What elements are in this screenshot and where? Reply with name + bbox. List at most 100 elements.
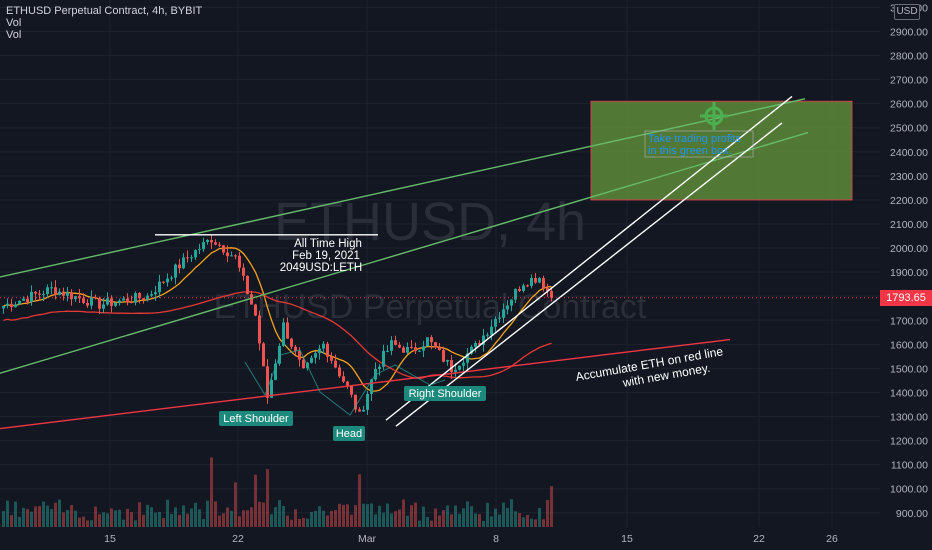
candle-body <box>318 348 321 354</box>
candle-body <box>178 264 181 269</box>
candle-body <box>478 343 481 345</box>
volume-bar <box>50 509 53 527</box>
volume-bar <box>230 510 233 527</box>
candle-body <box>158 281 161 293</box>
price-tick-label: 2900.00 <box>890 26 928 38</box>
move-handle-icon[interactable] <box>700 102 728 130</box>
candle-body <box>86 302 89 306</box>
volume-bar <box>14 501 17 527</box>
watermark-description: ETHUSD Perpetual Contract <box>214 288 647 326</box>
candle-body <box>338 367 341 377</box>
volume-bar <box>426 516 429 527</box>
volume-bar <box>414 502 417 527</box>
volume-bars <box>2 457 553 527</box>
time-tick-label: 15 <box>621 533 633 545</box>
candle-body <box>466 353 469 363</box>
volume-bar <box>186 513 189 527</box>
volume-bar <box>446 505 449 527</box>
candle-body <box>98 298 101 309</box>
volume-bar <box>274 507 277 527</box>
upper-channel-line <box>0 98 806 278</box>
volume-bar <box>482 520 485 527</box>
volume-bar <box>250 507 253 527</box>
volume-bar <box>394 511 397 527</box>
candle-body <box>398 344 401 348</box>
volume-bar <box>74 510 77 527</box>
candle-body <box>394 340 397 345</box>
candle-body <box>18 300 21 305</box>
volume-bar <box>162 518 165 527</box>
candle-body <box>430 337 433 343</box>
volume-bar <box>378 505 381 527</box>
candle-body <box>202 242 205 250</box>
candle-body <box>490 326 493 335</box>
volume-bar <box>290 519 293 527</box>
volume-bar <box>22 507 25 527</box>
candle-body <box>462 362 465 366</box>
volume-bar <box>278 500 281 527</box>
volume-bar <box>518 513 521 527</box>
candle-body <box>362 409 365 412</box>
candle-body <box>30 291 33 302</box>
volume-bar <box>114 510 117 527</box>
volume-bar <box>246 510 249 527</box>
candle-body <box>90 297 93 306</box>
candle-body <box>214 242 217 245</box>
volume-bar <box>478 514 481 527</box>
volume-bar <box>510 499 513 527</box>
last-price-badge: 1793.65 <box>880 289 932 306</box>
candle-body <box>118 300 121 303</box>
candle-body <box>74 296 77 300</box>
candle-body <box>330 356 333 361</box>
volume-bar <box>138 502 141 527</box>
candle-body <box>210 239 213 243</box>
candle-body <box>50 287 53 289</box>
candle-body <box>342 376 345 382</box>
volume-indicator-1[interactable]: Vol <box>6 17 22 29</box>
volume-bar <box>530 518 533 527</box>
chart-legend: ETHUSD Perpetual Contract, 4h, BYBIT Vol… <box>6 5 202 41</box>
candle-body <box>350 385 353 395</box>
candle-body <box>334 360 337 368</box>
price-axis[interactable]: 3000.002900.002800.002700.002600.002500.… <box>880 0 932 550</box>
time-tick-label: 8 <box>493 533 499 545</box>
volume-bar <box>286 515 289 527</box>
long-moving-average <box>3 291 552 379</box>
time-axis[interactable]: 15 22 Mar 8 15 22 26 <box>0 527 880 550</box>
symbol-title[interactable]: ETHUSD Perpetual Contract, 4h, BYBIT <box>6 5 203 17</box>
trend-drawings[interactable] <box>0 95 809 430</box>
volume-bar <box>406 515 409 527</box>
candle-body <box>474 343 477 347</box>
candle-body <box>114 302 117 306</box>
volume-bar <box>486 502 489 527</box>
volume-bar <box>490 516 493 527</box>
volume-bar <box>382 512 385 527</box>
volume-bar <box>326 515 329 527</box>
volume-bar <box>110 508 113 527</box>
volume-bar <box>430 520 433 527</box>
candle-body <box>506 305 509 310</box>
volume-bar <box>266 469 269 527</box>
candle-body <box>122 298 125 301</box>
candle-body <box>194 250 197 258</box>
volume-bar <box>98 514 101 527</box>
volume-bar <box>2 511 5 527</box>
candle-body <box>266 366 269 398</box>
price-tick-label: 1200.00 <box>890 436 928 448</box>
left-shoulder-label: Left Shoulder <box>223 413 289 425</box>
candle-body <box>530 278 533 286</box>
candle-body <box>326 343 329 357</box>
volume-bar <box>534 519 537 527</box>
candle-body <box>498 317 501 319</box>
candle-body <box>458 365 461 370</box>
currency-button[interactable]: USD <box>894 4 920 20</box>
candle-body <box>486 334 489 336</box>
lower-channel-line <box>0 131 809 374</box>
candle-body <box>514 289 517 300</box>
volume-bar <box>206 500 209 527</box>
price-tick-label: 2000.00 <box>890 243 928 255</box>
candle-body <box>198 249 201 251</box>
candle-body <box>250 294 253 305</box>
volume-indicator-2[interactable]: Vol <box>6 29 22 41</box>
